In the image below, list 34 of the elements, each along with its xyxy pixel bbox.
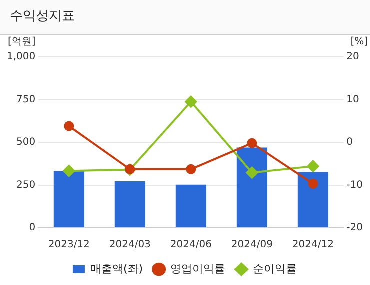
point xyxy=(64,121,74,132)
point xyxy=(246,166,258,179)
y2-tick-label: 20 xyxy=(346,52,360,63)
y-tick-label: 250 xyxy=(16,180,36,191)
bar xyxy=(176,184,206,228)
y-tick-label: 0 xyxy=(29,222,36,234)
point xyxy=(186,164,196,174)
y-tick-label: 1,000 xyxy=(6,52,36,63)
bar xyxy=(236,148,268,228)
y2-tick-label: -10 xyxy=(346,180,364,191)
y-tick-label: 500 xyxy=(16,137,36,148)
y2-tick-label: 0 xyxy=(346,137,354,148)
point xyxy=(63,165,76,178)
y-axis-title: [억원] xyxy=(8,36,36,48)
chart-title: 수익성지표 xyxy=(0,0,370,35)
point xyxy=(307,160,320,172)
legend-label: 매출액(좌) xyxy=(90,262,144,276)
bar xyxy=(54,171,84,228)
x-tick-label: 2024/12 xyxy=(292,240,334,251)
x-tick-label: 2024/03 xyxy=(109,240,151,251)
y2-tick-label: 10 xyxy=(346,94,360,106)
legend-label: 순이익률 xyxy=(253,262,298,276)
point xyxy=(185,96,198,108)
bar xyxy=(114,181,146,228)
y2-tick-label: -20 xyxy=(346,222,364,234)
y-tick-label: 750 xyxy=(16,94,36,106)
point xyxy=(247,138,258,148)
x-tick-label: 2024/09 xyxy=(231,240,273,251)
point xyxy=(308,178,318,189)
legend-label: 영업이익률 xyxy=(170,262,226,276)
bar xyxy=(298,172,328,228)
y2-axis-title: [%] xyxy=(350,36,368,48)
x-tick-label: 2023/12 xyxy=(48,240,90,251)
x-tick-label: 2024/06 xyxy=(170,240,212,251)
